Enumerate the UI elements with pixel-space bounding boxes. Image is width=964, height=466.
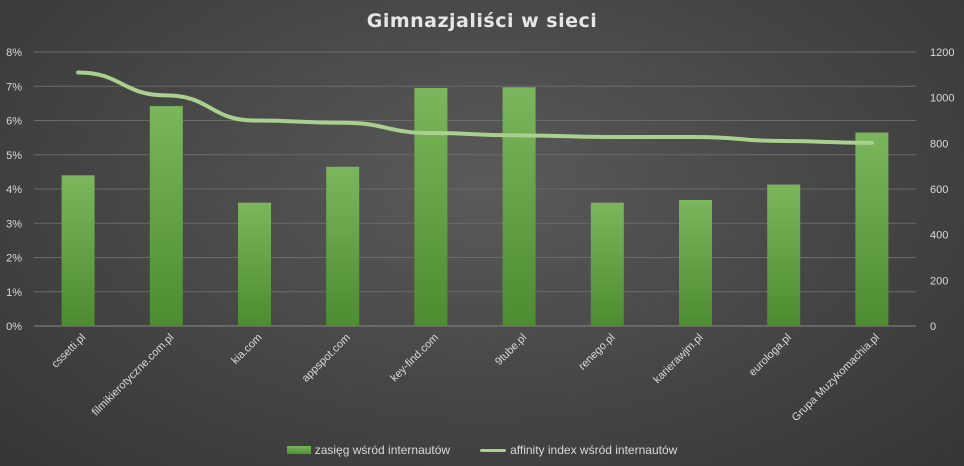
legend-item-line: affinity index wśród internautów: [480, 443, 677, 457]
category-label: 9tube.pl: [493, 332, 529, 368]
bar: [679, 199, 712, 326]
category-label: eurologa.pl: [747, 332, 794, 379]
bar: [414, 87, 448, 327]
bar: [238, 202, 271, 326]
left-tick-label: 0%: [6, 321, 22, 333]
chart-title: Gimnazjaliści w sieci: [366, 10, 598, 32]
right-tick-label: 0: [930, 321, 936, 333]
bar: [502, 87, 536, 326]
category-label: karierawjm.pl: [651, 332, 705, 386]
category-label: appspot.com: [300, 332, 353, 385]
bar: [855, 132, 889, 326]
left-tick-label: 1%: [6, 287, 22, 299]
right-tick-label: 800: [930, 138, 948, 150]
category-label: kia.com: [229, 332, 264, 367]
left-tick-label: 8%: [6, 47, 22, 59]
affinity-line: [76, 70, 874, 145]
bar: [767, 184, 801, 326]
legend-swatch-bars: [286, 446, 311, 454]
category-label: renego.pl: [576, 332, 617, 373]
left-tick-label: 4%: [6, 184, 22, 196]
category-label: filmikierotyczne.com.pl: [90, 332, 177, 419]
category-label: key-find.com: [388, 332, 441, 385]
bar: [149, 106, 183, 327]
legend-swatch-line: [480, 448, 507, 452]
bar: [590, 202, 624, 326]
left-tick-label: 5%: [6, 150, 22, 162]
left-tick-label: 7%: [6, 81, 22, 93]
category-label: cssetti.pl: [49, 332, 88, 371]
left-tick-label: 2%: [6, 253, 22, 265]
right-tick-label: 200: [930, 275, 948, 287]
left-tick-label: 3%: [6, 218, 22, 230]
left-tick-label: 6%: [6, 116, 22, 128]
chart-legend: zasięg wśród internautów affinity index …: [0, 443, 964, 457]
right-tick-label: 1000: [930, 93, 954, 105]
right-tick-label: 600: [930, 184, 948, 196]
legend-label-line: affinity index wśród internautów: [510, 443, 678, 457]
legend-item-bars: zasięg wśród internautów: [286, 443, 451, 457]
right-tick-label: 400: [930, 230, 948, 242]
right-tick-label: 1200: [930, 47, 954, 59]
legend-label-bars: zasięg wśród internautów: [314, 443, 451, 457]
category-label: Grupa Muzykomachia.pl: [790, 332, 882, 424]
bar: [61, 175, 95, 326]
bar: [326, 166, 360, 326]
